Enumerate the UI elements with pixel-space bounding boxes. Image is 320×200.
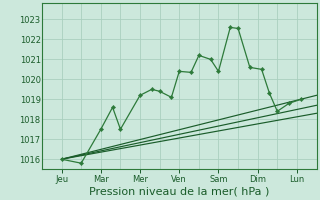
X-axis label: Pression niveau de la mer( hPa ): Pression niveau de la mer( hPa ) [89, 187, 269, 197]
